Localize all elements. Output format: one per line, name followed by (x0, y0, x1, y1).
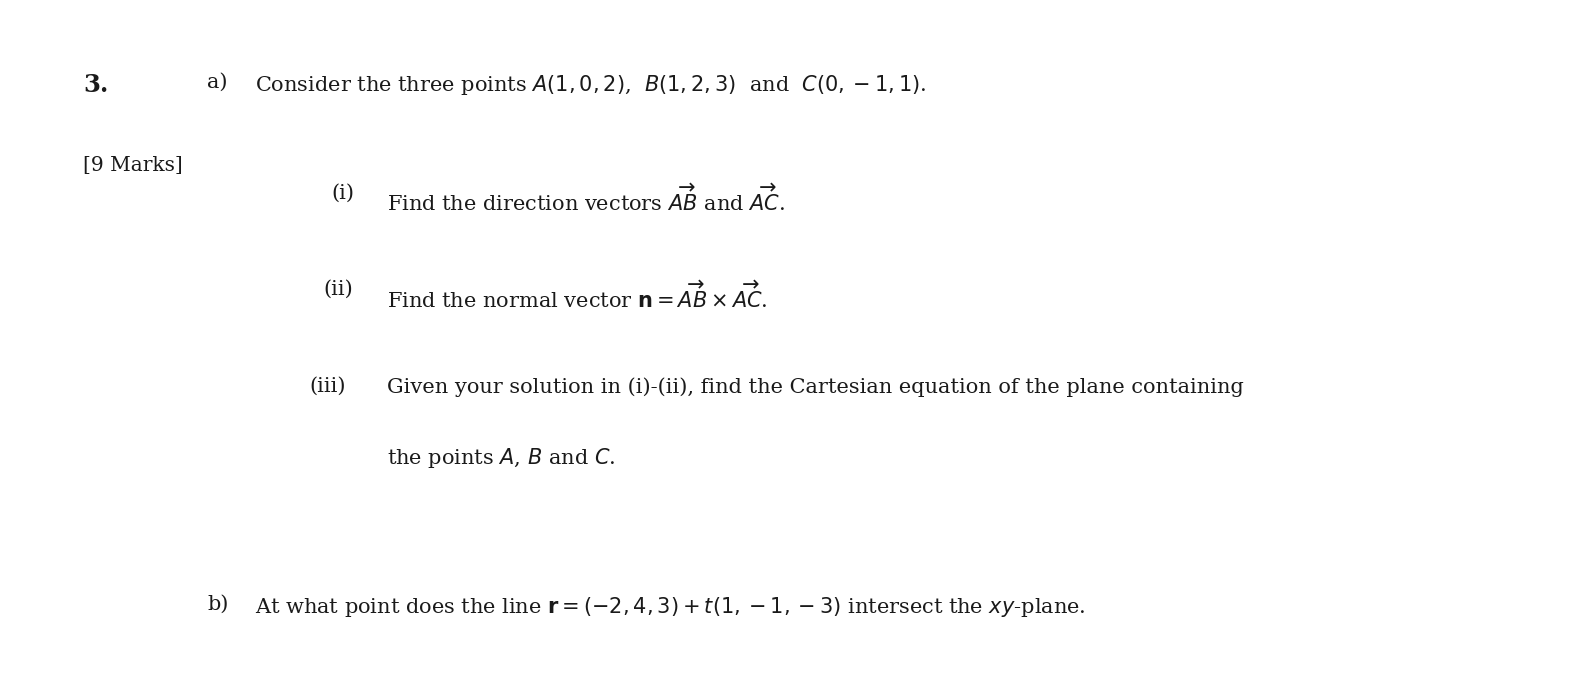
Text: (ii): (ii) (324, 280, 354, 299)
Text: Given your solution in (i)-(ii), find the Cartesian equation of the plane contai: Given your solution in (i)-(ii), find th… (387, 377, 1243, 397)
Text: (iii): (iii) (309, 377, 346, 396)
Text: b): b) (207, 595, 228, 614)
Text: At what point does the line $\mathbf{r} = (-2,4,3) + t(1,-1,-3)$ intersect the $: At what point does the line $\mathbf{r} … (255, 595, 1086, 619)
Text: 3.: 3. (83, 73, 108, 97)
Text: [9 Marks]: [9 Marks] (83, 156, 183, 174)
Text: a): a) (207, 73, 228, 91)
Text: Find the direction vectors $\overrightarrow{AB}$ and $\overrightarrow{AC}$.: Find the direction vectors $\overrightar… (387, 183, 786, 215)
Text: (i): (i) (332, 183, 354, 202)
Text: the points $A$, $B$ and $C$.: the points $A$, $B$ and $C$. (387, 446, 615, 471)
Text: Find the normal vector $\mathbf{n} = \overrightarrow{AB} \times \overrightarrow{: Find the normal vector $\mathbf{n} = \ov… (387, 280, 768, 312)
Text: Consider the three points $A(1,0,2)$,  $B(1,2,3)$  and  $C(0,-1,1)$.: Consider the three points $A(1,0,2)$, $B… (255, 73, 926, 97)
